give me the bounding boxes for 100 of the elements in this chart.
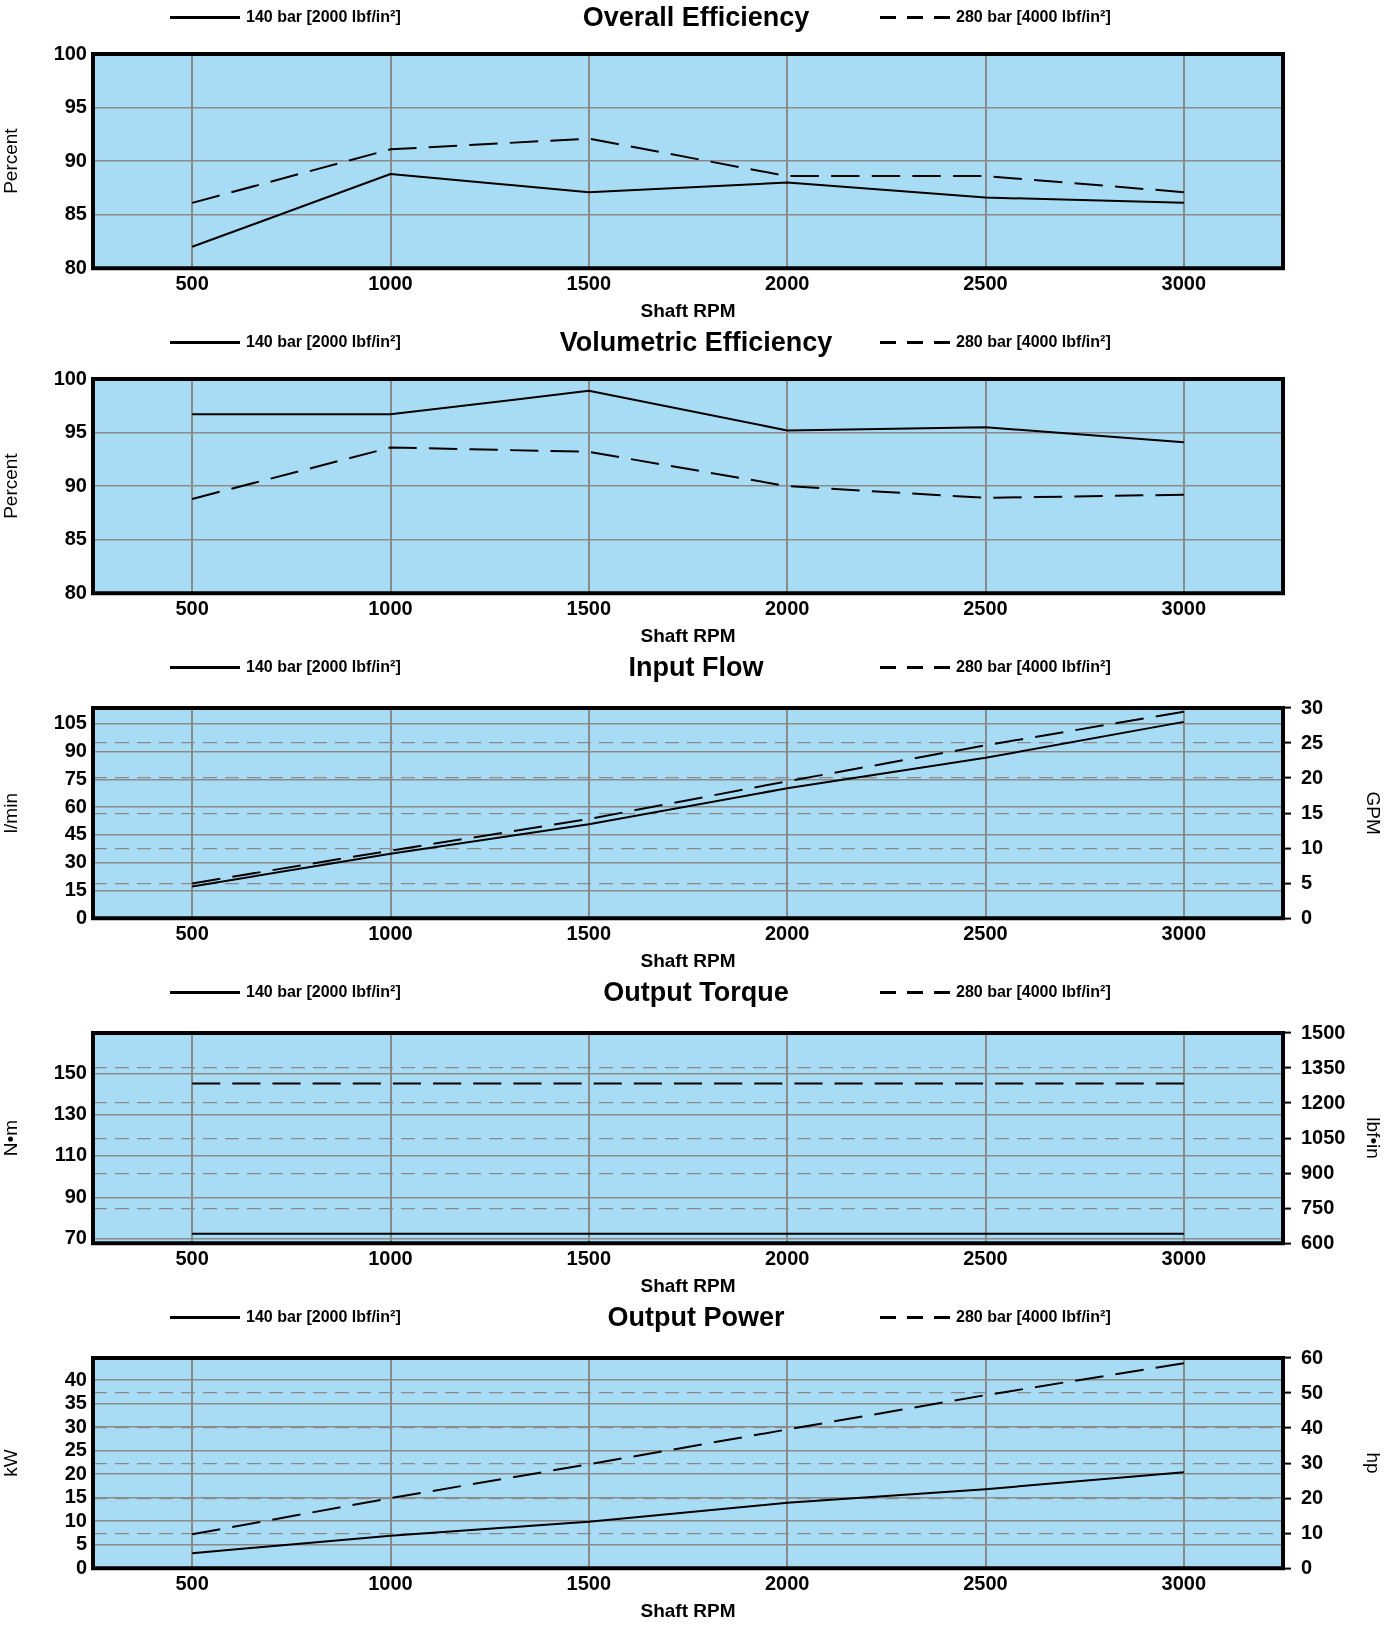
x-tick-label: 2000 xyxy=(764,921,810,944)
x-tick-label: 2500 xyxy=(963,921,1008,944)
y2-tick-label: 10 xyxy=(1301,835,1324,858)
chart-title: Output Power xyxy=(607,1302,785,1332)
line-series xyxy=(191,137,1185,204)
y2-tick-label: 50 xyxy=(1301,1380,1324,1403)
y2-tick-label: 20 xyxy=(1301,765,1324,788)
legend-label: 140 bar [2000 lbf/in²] xyxy=(246,8,401,26)
y-tick-label: 90 xyxy=(64,739,87,762)
y-tick-label: 5 xyxy=(75,1532,87,1555)
x-tick-label: 1500 xyxy=(566,271,612,294)
y-axis-title: N•m xyxy=(0,1120,21,1157)
y2-tick-label: 0 xyxy=(1301,905,1313,928)
y-tick-label: 80 xyxy=(64,580,87,603)
y-axis-title: Percent xyxy=(0,127,21,194)
x-tick-label: 500 xyxy=(175,271,209,294)
x-tick-label: 3000 xyxy=(1161,271,1207,294)
y-tick-label: 15 xyxy=(64,1485,87,1508)
y-tick-label: 100 xyxy=(53,366,87,389)
x-axis-title: Shaft RPM xyxy=(640,624,736,646)
y2-tick-label: 1200 xyxy=(1301,1090,1346,1113)
x-tick-label: 1000 xyxy=(368,596,413,619)
legend-label: 140 bar [2000 lbf/in²] xyxy=(246,333,401,351)
x-tick-label: 2000 xyxy=(764,1571,810,1594)
legend-label: 280 bar [4000 lbf/in²] xyxy=(956,8,1111,26)
y-tick-label: 40 xyxy=(64,1367,87,1390)
y2-tick-label: 1350 xyxy=(1301,1055,1346,1078)
chart-title: Volumetric Efficiency xyxy=(559,327,833,357)
x-axis-title: Shaft RPM xyxy=(640,299,736,321)
y2-tick-label: 900 xyxy=(1301,1160,1335,1183)
y-axis-title: l/min xyxy=(0,793,21,834)
x-tick-label: 1500 xyxy=(566,1571,612,1594)
x-tick-label: 3000 xyxy=(1161,921,1207,944)
y-tick-label: 0 xyxy=(75,1555,87,1578)
x-tick-label: 3000 xyxy=(1161,1246,1207,1269)
y-tick-label: 90 xyxy=(64,1184,87,1207)
y-tick-label: 45 xyxy=(64,822,87,845)
y-tick-label: 30 xyxy=(64,1414,87,1437)
x-tick-label: 2500 xyxy=(963,596,1008,619)
x-tick-label: 1500 xyxy=(566,596,612,619)
y2-tick-label: 60 xyxy=(1301,1345,1324,1368)
y-tick-label: 60 xyxy=(64,794,87,817)
x-tick-label: 1000 xyxy=(368,1571,413,1594)
x-tick-label: 2500 xyxy=(963,271,1008,294)
x-tick-label: 500 xyxy=(175,921,209,944)
x-tick-label: 3000 xyxy=(1161,1571,1207,1594)
y-axis-title: Percent xyxy=(0,452,21,519)
y2-tick-label: 10 xyxy=(1301,1520,1324,1543)
y2-tick-label: 1500 xyxy=(1301,1020,1346,1043)
y2-tick-label: 0 xyxy=(1301,1555,1313,1578)
x-tick-label: 500 xyxy=(175,1571,209,1594)
y2-tick-label: 30 xyxy=(1301,695,1324,718)
y-axis-title: kW xyxy=(0,1449,21,1477)
y-tick-label: 20 xyxy=(64,1461,87,1484)
y-tick-label: 30 xyxy=(64,850,87,873)
legend-label: 280 bar [4000 lbf/in²] xyxy=(956,1308,1111,1326)
y2-tick-label: 1050 xyxy=(1301,1125,1346,1148)
y-tick-label: 75 xyxy=(64,766,87,789)
x-tick-label: 1500 xyxy=(566,1246,612,1269)
x-tick-label: 2000 xyxy=(764,596,810,619)
x-axis-title: Shaft RPM xyxy=(640,1274,736,1296)
legend-label: 140 bar [2000 lbf/in²] xyxy=(246,1308,401,1326)
x-axis-title: Shaft RPM xyxy=(640,1599,736,1621)
x-tick-label: 3000 xyxy=(1161,596,1207,619)
y2-tick-label: 5 xyxy=(1301,870,1313,893)
x-tick-label: 1000 xyxy=(368,921,413,944)
y2-tick-label: 15 xyxy=(1301,800,1324,823)
x-tick-label: 500 xyxy=(175,1246,209,1269)
x-tick-label: 2000 xyxy=(764,271,810,294)
y-tick-label: 90 xyxy=(64,473,87,496)
x-tick-label: 1000 xyxy=(368,1246,413,1269)
y2-tick-label: 600 xyxy=(1301,1230,1335,1253)
x-tick-label: 2000 xyxy=(764,1246,810,1269)
x-tick-label: 2500 xyxy=(963,1571,1008,1594)
line-series xyxy=(191,1362,1185,1536)
y-tick-label: 0 xyxy=(75,905,87,928)
y2-axis-title: hp xyxy=(1363,1452,1385,1474)
legend-label: 280 bar [4000 lbf/in²] xyxy=(956,983,1111,1001)
x-tick-label: 1000 xyxy=(368,271,413,294)
chart-title: Overall Efficiency xyxy=(582,2,810,32)
y-tick-label: 150 xyxy=(53,1060,87,1083)
y-tick-label: 70 xyxy=(64,1226,87,1249)
line-series xyxy=(191,446,1185,500)
y-tick-label: 95 xyxy=(64,95,87,118)
y2-axis-title: GPM xyxy=(1363,791,1385,835)
y-tick-label: 105 xyxy=(53,711,87,734)
chart-title: Output Torque xyxy=(603,977,789,1007)
y-tick-label: 100 xyxy=(53,41,87,64)
x-tick-label: 500 xyxy=(175,596,209,619)
y-tick-label: 90 xyxy=(64,148,87,171)
x-tick-label: 2500 xyxy=(963,1246,1008,1269)
y-tick-label: 85 xyxy=(64,202,87,225)
y2-axis-title: lbf•in xyxy=(1363,1117,1385,1159)
legend-label: 280 bar [4000 lbf/in²] xyxy=(956,658,1111,676)
x-tick-label: 1500 xyxy=(566,921,612,944)
y-tick-label: 10 xyxy=(64,1508,87,1531)
legend-label: 280 bar [4000 lbf/in²] xyxy=(956,333,1111,351)
y-tick-label: 130 xyxy=(53,1102,87,1125)
y-tick-label: 110 xyxy=(54,1143,87,1166)
legend-label: 140 bar [2000 lbf/in²] xyxy=(246,658,401,676)
